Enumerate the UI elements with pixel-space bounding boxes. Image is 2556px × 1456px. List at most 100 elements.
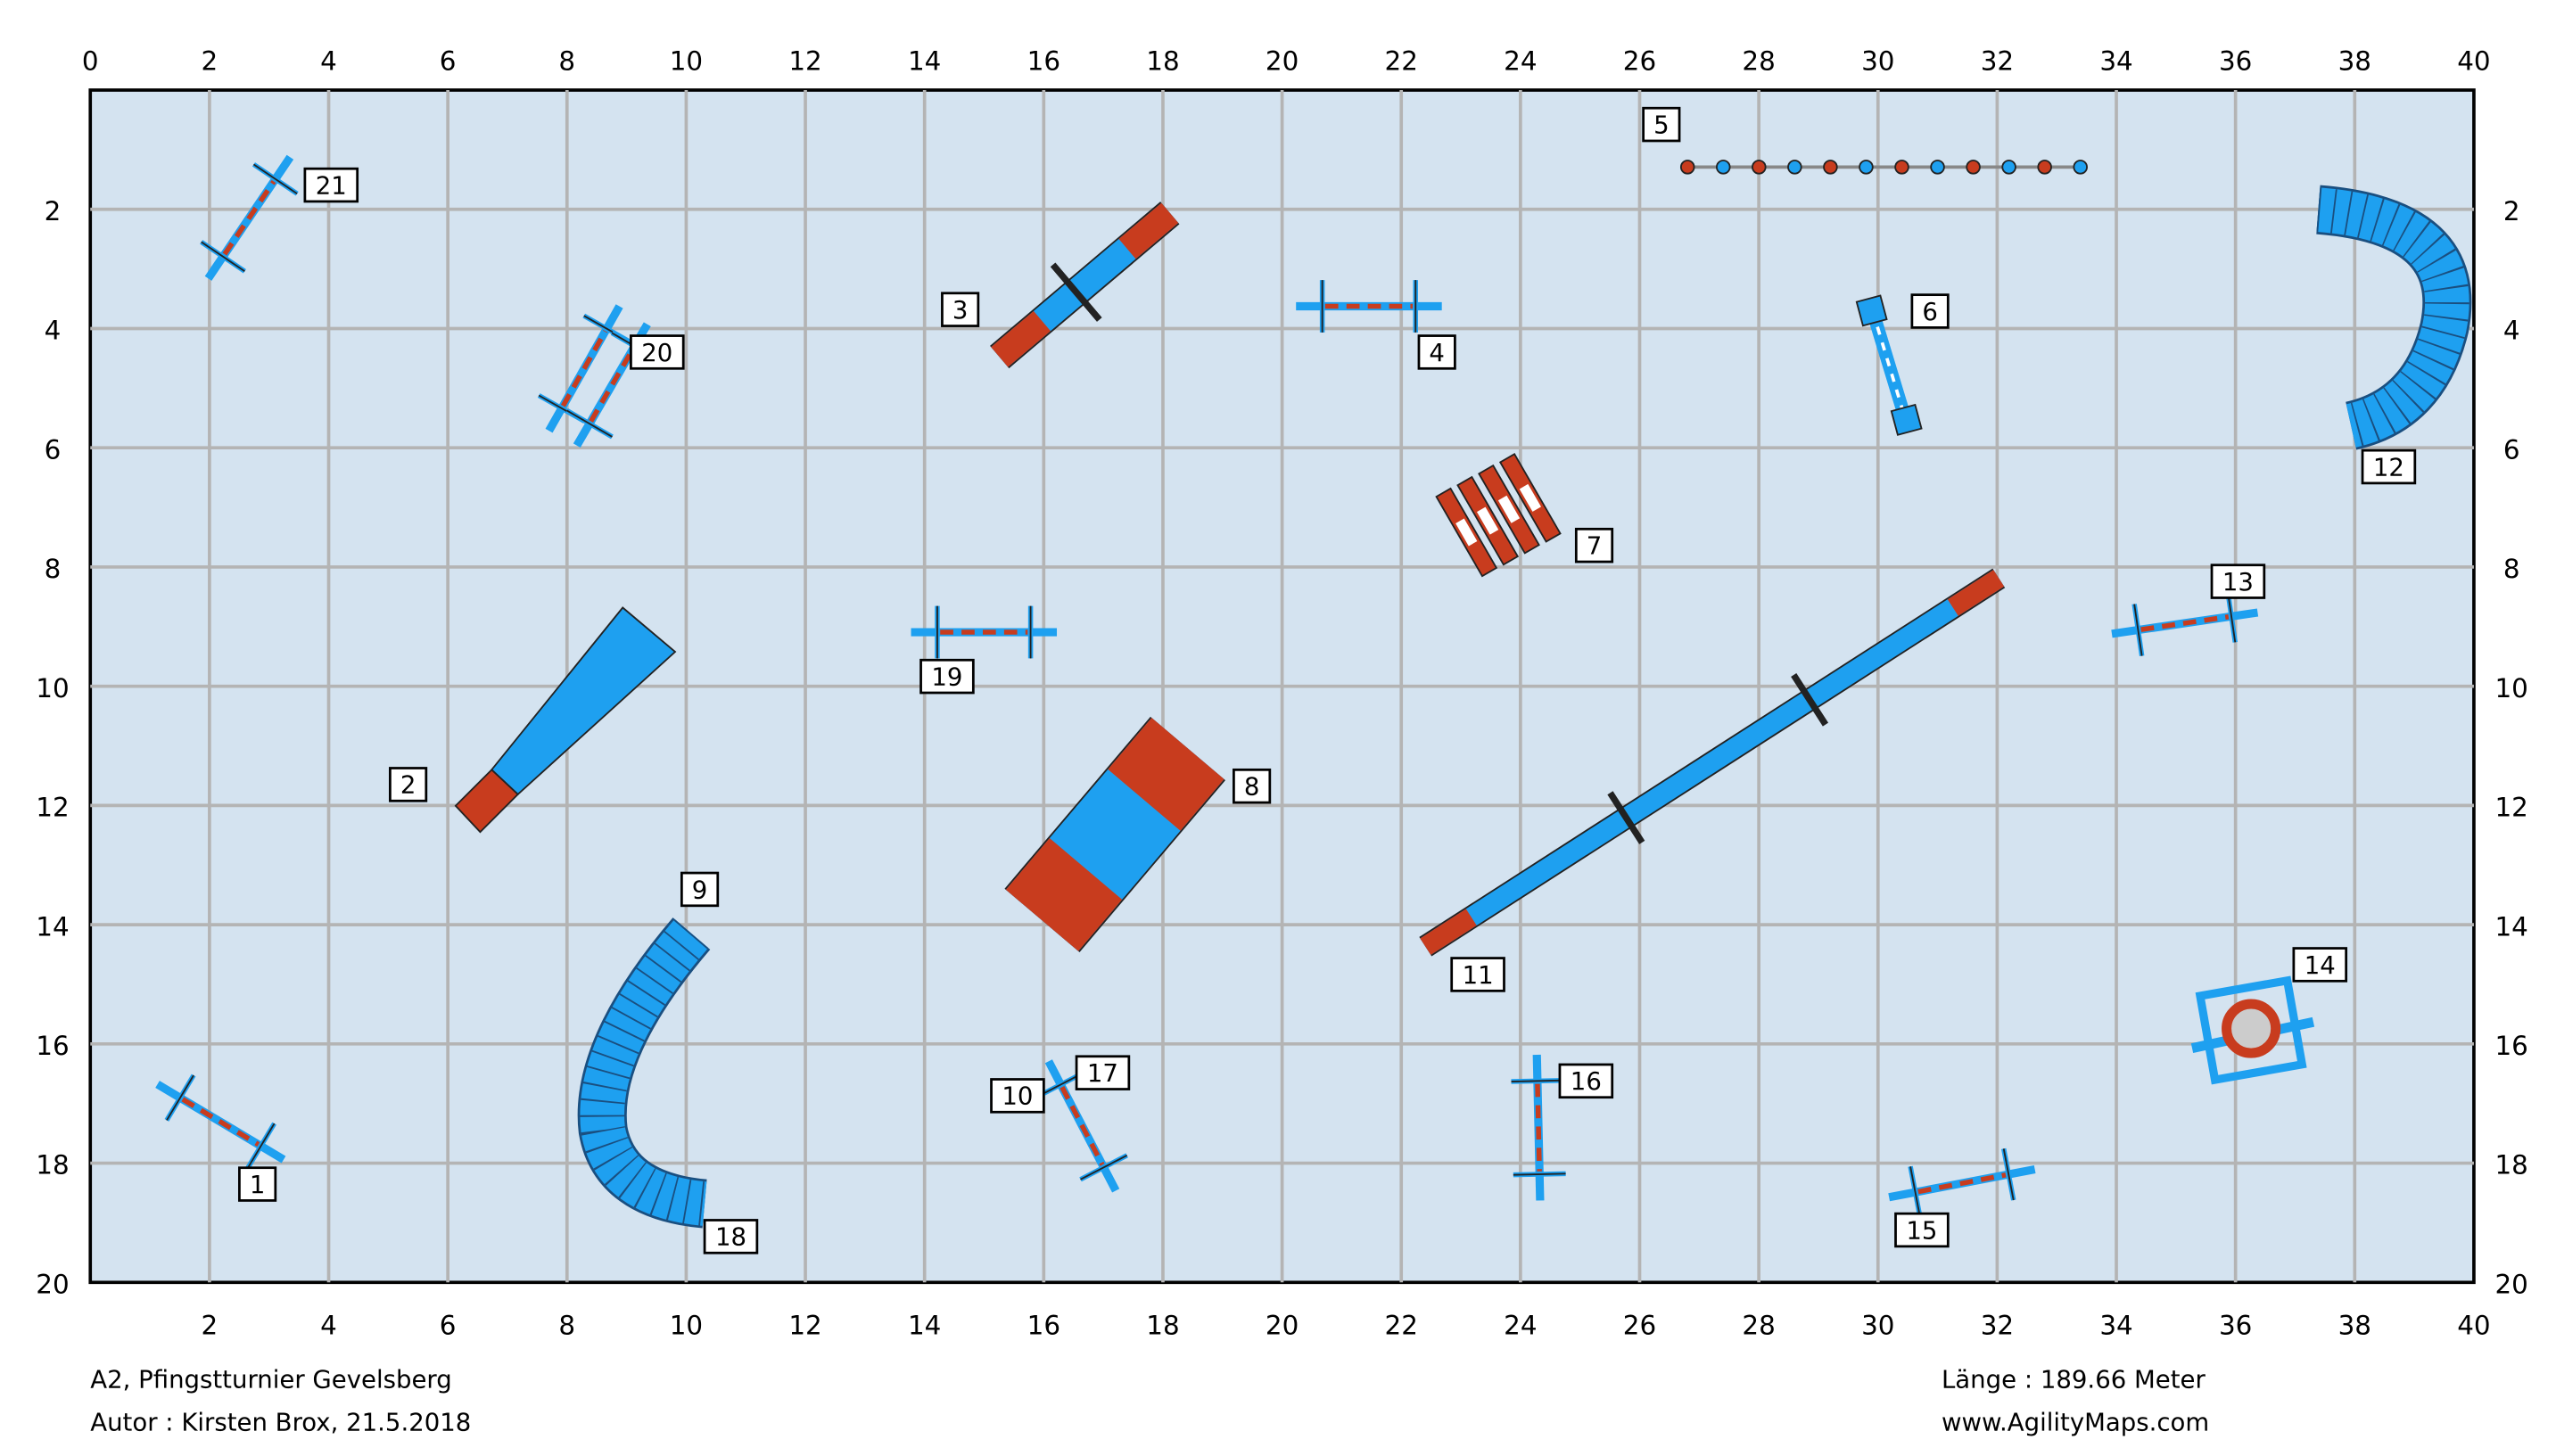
jump-wing-edge [2133,604,2143,656]
weave-pole [1679,160,1695,175]
top-label: 38 [2338,45,2371,76]
weave-pole [1859,160,1874,175]
jump-bar-stripe [589,347,636,423]
bottom-label: 40 [2457,1310,2490,1340]
long-jump-stripe [1497,495,1521,523]
label-box [2361,448,2417,485]
bottom-label: 18 [1146,1310,1179,1340]
obstacle-number: 3 [952,296,969,325]
top-label: 10 [670,45,703,76]
weave-pole [1966,160,1981,175]
obstacle-number: 7 [1587,532,1603,561]
tyre [2222,999,2281,1058]
left-label: 18 [36,1150,69,1180]
contact-zone [1947,570,2005,616]
top-label: 20 [1266,45,1299,76]
jump-bar-stripe [1535,1083,1542,1172]
tire-frame-dash [1871,310,1908,420]
obstacle-number: 8 [1244,773,1260,802]
obstacle-number: 14 [2305,951,2336,980]
tunnel [2316,187,2469,448]
label-box [630,334,685,370]
top-label: 18 [1146,45,1179,76]
right-label: 16 [2494,1031,2527,1061]
plank-mark [1050,262,1102,322]
obstacle-number: 18 [715,1223,746,1252]
jump-wing-edge [252,163,298,195]
jump-bar-stripe [560,330,608,407]
label-box [1558,1063,1614,1099]
long-jump-stripe [1477,506,1499,535]
jump-wing-edge [566,409,613,438]
obstacle-number: 15 [1906,1216,1937,1245]
plank [1420,570,2005,955]
weave-pole [1894,160,1909,175]
bottom-label: 2 [202,1310,218,1340]
weave-pole [1752,160,1767,175]
jump-wing-edge [1511,1079,1564,1082]
left-label: 16 [36,1031,69,1061]
obstacle-number: 13 [2222,568,2254,596]
top-label: 34 [2099,45,2132,76]
bottom-label: 20 [1266,1310,1299,1340]
right-label: 12 [2494,793,2527,823]
jump-wing-edge [2226,590,2237,643]
label-box [303,167,359,203]
top-label: 36 [2219,45,2252,76]
contact-zone [1420,909,1477,955]
bottom-label: 34 [2099,1310,2132,1340]
website: www.AgilityMaps.com [1942,1408,2209,1436]
right-label: 2 [2503,196,2520,226]
obstacle-number: 19 [931,662,962,691]
bottom-label: 10 [670,1310,703,1340]
jump-wing-edge [246,1123,276,1170]
jump-wing-edge [1909,1166,1922,1219]
label-box [2292,947,2348,983]
long-jump-stripe [1455,518,1478,547]
bottom-label: 26 [1623,1310,1656,1340]
left-label: 6 [45,434,62,465]
obstacle-number: 21 [316,171,347,200]
right-label: 20 [2494,1269,2527,1299]
bottom-label: 32 [1981,1310,2014,1340]
bottom-label: 16 [1027,1310,1060,1340]
tire-post [1890,403,1923,436]
bottom-label: 6 [440,1310,457,1340]
event-title: A2, Pfingstturnier Gevelsberg [90,1366,452,1394]
right-label: 4 [2503,316,2520,346]
right-label: 6 [2503,434,2520,465]
label-box [1417,334,1456,370]
top-label: 30 [1861,45,1894,76]
top-label: 14 [908,45,941,76]
right-label: 18 [2494,1150,2527,1180]
left-label: 4 [45,316,62,346]
bottom-label: 30 [1861,1310,1894,1340]
bottom-label: 38 [2338,1310,2371,1340]
jump-bar-stripe [181,1097,260,1147]
weave-pole [1787,160,1802,175]
top-label: 0 [82,45,99,76]
grid: 0 2 4 6 8 10 12 14 16 18 20 22 24 26 28 30 32 34 36 38 402 4 6… [36,45,2528,1340]
right-label: 8 [2503,554,2520,584]
contact-zone [454,769,520,834]
label-box [941,292,980,327]
contact-zone [1108,718,1224,831]
bottom-label: 28 [1742,1310,1775,1340]
label-box [389,767,428,802]
contact-zone [1005,838,1123,951]
weave-pole [1823,160,1838,175]
weave-pole [2001,160,2016,175]
label-box [2210,563,2266,599]
jump-bar-stripe [1917,1172,2007,1195]
jump-bar-stripe [1060,1086,1105,1166]
tunnel [580,918,709,1226]
bottom-label: 14 [908,1310,941,1340]
label-box [919,658,975,695]
left-label: 20 [36,1269,69,1299]
left-label: 10 [36,673,69,703]
obstacle-number: 5 [1653,111,1670,139]
obstacle-number: 11 [1463,961,1494,990]
tyre-frame [2195,975,2307,1085]
top-label: 40 [2457,45,2490,76]
left-label: 14 [36,911,69,942]
